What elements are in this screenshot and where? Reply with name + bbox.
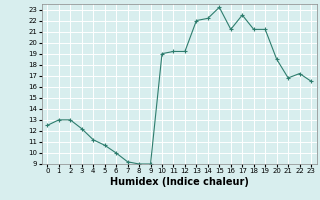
X-axis label: Humidex (Indice chaleur): Humidex (Indice chaleur) [110, 177, 249, 187]
